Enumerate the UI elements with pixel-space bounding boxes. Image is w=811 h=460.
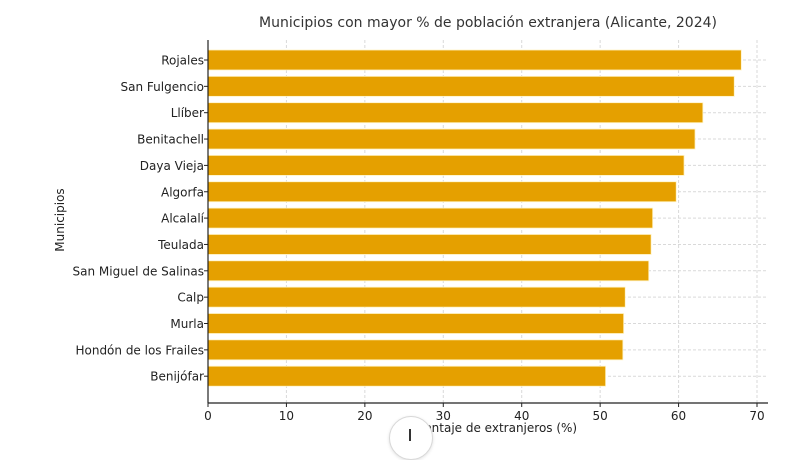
y-tick-label: Algorfa [161,185,204,199]
bar [207,365,607,387]
y-tick-label: Llíber [171,106,204,120]
y-tick-label: Rojales [161,54,204,68]
y-tick-label: San Fulgencio [121,80,204,94]
bar [207,286,626,308]
arrow-down-icon [409,429,411,441]
bar [207,154,685,176]
bar [207,207,654,229]
x-tick-label: 60 [671,409,686,423]
bar [207,260,650,282]
x-tick-label: 10 [279,409,294,423]
scroll-down-button[interactable] [389,416,433,460]
x-tick-label: 40 [514,409,529,423]
y-tick-label: Alcalalí [161,212,205,226]
y-tick-label: Murla [170,317,204,331]
y-tick-label: Hondón de los Frailes [75,343,204,357]
bar [207,181,677,203]
x-tick-label: 50 [593,409,608,423]
bar [207,234,652,255]
bar [207,339,624,361]
y-tick-label: San Miguel de Salinas [73,264,205,278]
x-tick-label: 0 [204,409,212,423]
y-tick-label: Teulada [157,238,204,252]
x-tick-label: 70 [749,409,764,423]
bar [207,313,625,334]
y-axis-label: Municipios [53,188,67,251]
bar-chart: Municipios con mayor % de población extr… [53,15,768,435]
y-tick-label: Daya Vieja [140,159,204,173]
y-tick-label: Calp [177,291,204,305]
chart-title: Municipios con mayor % de población extr… [259,15,717,31]
x-axis-label: Porcentaje de extranjeros (%) [399,421,577,435]
bar [207,75,735,97]
y-tick-label: Benitachell [137,133,204,147]
bar [207,128,696,150]
x-tick-label: 20 [357,409,372,423]
bar [207,102,704,124]
x-tick-label: 30 [436,409,451,423]
bar [207,49,742,71]
y-tick-label: Benijófar [150,370,204,384]
